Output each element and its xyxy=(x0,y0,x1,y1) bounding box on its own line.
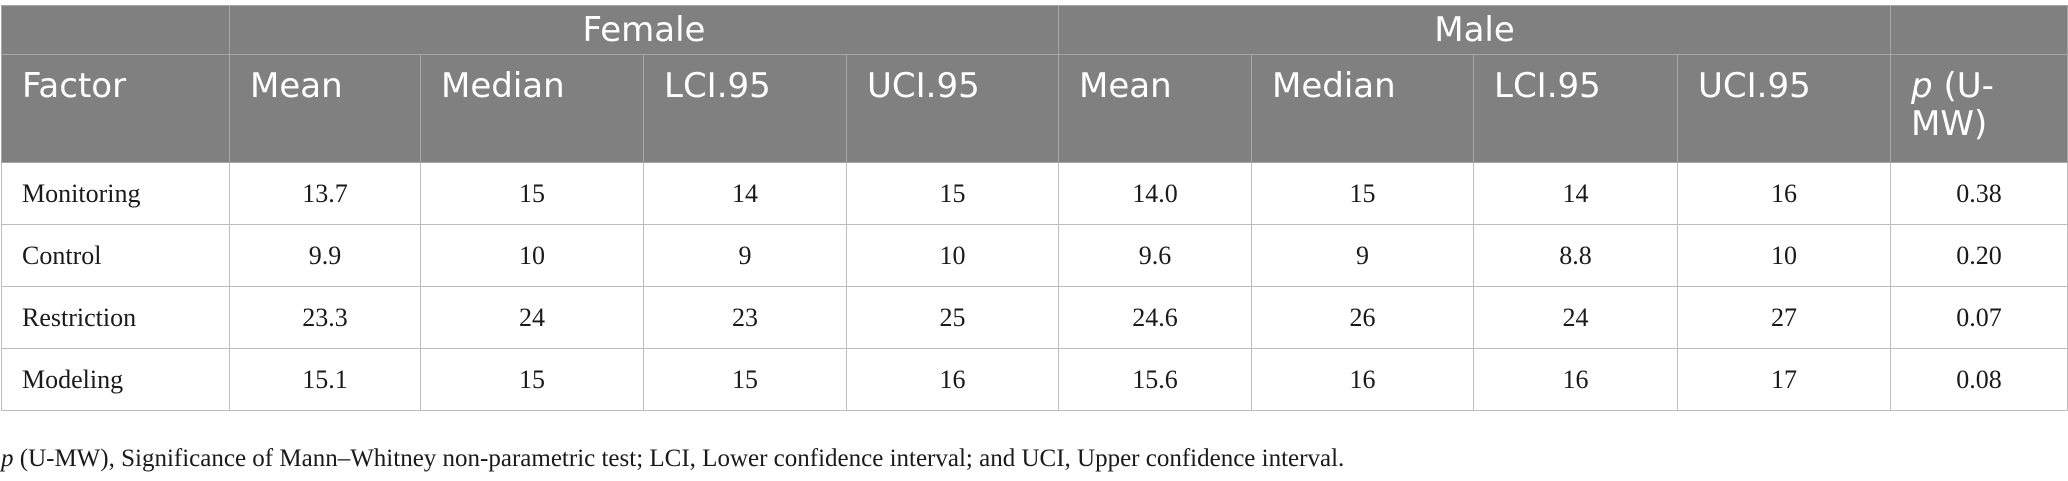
cell-male-mean: 24.6 xyxy=(1058,286,1252,349)
column-header-p-value: p (U- MW) xyxy=(1890,54,2068,163)
table-row: Restriction 23.3 24 23 25 24.6 26 24 27 0.07 xyxy=(1,286,2068,349)
cell-male-mean: 15.6 xyxy=(1058,348,1252,411)
cell-female-uci: 15 xyxy=(846,162,1059,225)
column-header-male-median: Median xyxy=(1251,54,1474,163)
table-footnote: p (U-MW), Significance of Mann–Whitney n… xyxy=(1,445,1344,473)
cell-male-median: 15 xyxy=(1251,162,1474,225)
cell-female-median: 15 xyxy=(420,162,644,225)
cell-female-mean: 23.3 xyxy=(229,286,421,349)
cell-male-median: 16 xyxy=(1251,348,1474,411)
group-header-female: Female xyxy=(229,5,1059,55)
table-body: Monitoring 13.7 15 14 15 14.0 15 14 16 0.38 Contro… xyxy=(1,162,2068,411)
cell-female-mean: 15.1 xyxy=(229,348,421,411)
cell-male-mean: 14.0 xyxy=(1058,162,1252,225)
p-symbol: p xyxy=(1911,66,1933,106)
cell-female-lci: 15 xyxy=(643,348,847,411)
cell-p-value: 0.38 xyxy=(1890,162,2068,225)
p-label-part1: (U- xyxy=(1932,66,1994,106)
column-header-row: Factor Mean Median LCI.95 UCI.95 Mean Me… xyxy=(1,54,2068,163)
column-header-male-mean: Mean xyxy=(1058,54,1252,163)
cell-male-lci: 24 xyxy=(1473,286,1678,349)
cell-female-uci: 16 xyxy=(846,348,1059,411)
cell-female-median: 15 xyxy=(420,348,644,411)
cell-male-uci: 10 xyxy=(1676,224,1892,287)
table-row: Control 9.9 10 9 10 9.6 9 8.8 10 0.20 xyxy=(1,224,2068,287)
cell-male-uci: 27 xyxy=(1676,286,1892,349)
statistics-table: Female Male Factor Mean Median LCI.95 UC… xyxy=(1,5,2068,411)
cell-p-value: 0.08 xyxy=(1890,348,2068,411)
cell-male-uci: 16 xyxy=(1676,162,1892,225)
cell-female-mean: 13.7 xyxy=(229,162,421,225)
column-header-male-uci: UCI.95 xyxy=(1676,54,1892,163)
cell-female-mean: 9.9 xyxy=(229,224,421,287)
group-header-male: Male xyxy=(1057,5,1892,55)
cell-male-lci: 14 xyxy=(1473,162,1678,225)
cell-male-lci: 16 xyxy=(1473,348,1678,411)
cell-female-uci: 25 xyxy=(846,286,1059,349)
cell-male-median: 26 xyxy=(1251,286,1474,349)
cell-p-value: 0.07 xyxy=(1890,286,2068,349)
footnote-p-symbol: p xyxy=(1,445,14,472)
cell-male-median: 9 xyxy=(1251,224,1474,287)
cell-male-uci: 17 xyxy=(1676,348,1892,411)
p-label-part2: MW) xyxy=(1911,104,1988,144)
footnote-text: (U-MW), Significance of Mann–Whitney non… xyxy=(13,445,1345,472)
column-header-female-uci: UCI.95 xyxy=(846,54,1059,163)
group-header-row: Female Male xyxy=(1,5,2068,55)
cell-male-lci: 8.8 xyxy=(1473,224,1678,287)
cell-female-median: 10 xyxy=(420,224,644,287)
column-header-male-lci: LCI.95 xyxy=(1473,54,1678,163)
cell-female-median: 24 xyxy=(420,286,644,349)
cell-female-lci: 9 xyxy=(643,224,847,287)
cell-factor: Restriction xyxy=(1,286,230,349)
cell-p-value: 0.20 xyxy=(1890,224,2068,287)
cell-factor: Modeling xyxy=(1,348,230,411)
table-row: Modeling 15.1 15 15 16 15.6 16 16 17 0.08 xyxy=(1,348,2068,411)
column-header-female-mean: Mean xyxy=(229,54,421,163)
cell-factor: Control xyxy=(1,224,230,287)
header-blank-cell xyxy=(1,5,230,55)
column-header-factor: Factor xyxy=(1,54,230,163)
column-header-female-lci: LCI.95 xyxy=(643,54,847,163)
header-blank-cell xyxy=(1890,5,2068,55)
column-header-female-median: Median xyxy=(420,54,644,163)
cell-factor: Monitoring xyxy=(1,162,230,225)
table-row: Monitoring 13.7 15 14 15 14.0 15 14 16 0.38 xyxy=(1,162,2068,225)
cell-female-lci: 23 xyxy=(643,286,847,349)
cell-female-lci: 14 xyxy=(643,162,847,225)
cell-male-mean: 9.6 xyxy=(1058,224,1252,287)
cell-female-uci: 10 xyxy=(846,224,1059,287)
